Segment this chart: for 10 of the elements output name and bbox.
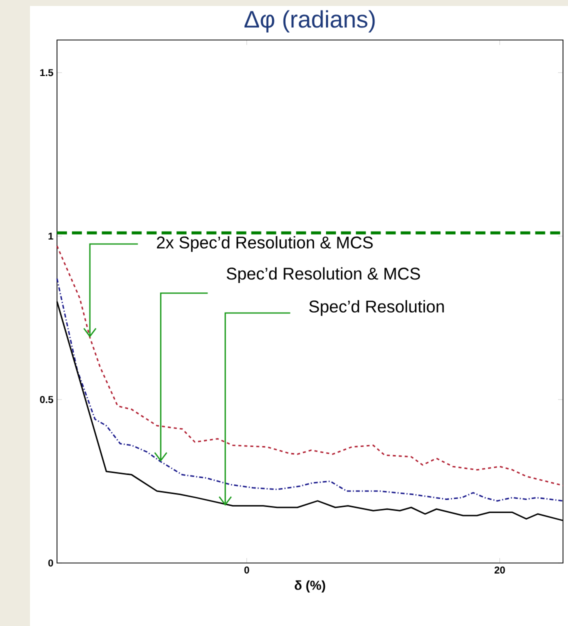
annotation: Spec’d Resolution [309, 300, 444, 316]
y-tick-label: 0.5 [40, 396, 54, 404]
y-tick-label: 1.5 [40, 69, 54, 76]
y-tick-label: 1 [48, 232, 54, 240]
annotation: Spec’d Resolution & MCS [226, 267, 420, 284]
x-tick-label: 20 [494, 566, 505, 574]
annotation: 2x Spec’d Resolution & MCS [156, 236, 373, 252]
y-tick-label: 0 [48, 559, 54, 567]
x-axis-title: δ (%) [294, 580, 326, 592]
chart-title: Δφ (radians) [244, 10, 375, 32]
